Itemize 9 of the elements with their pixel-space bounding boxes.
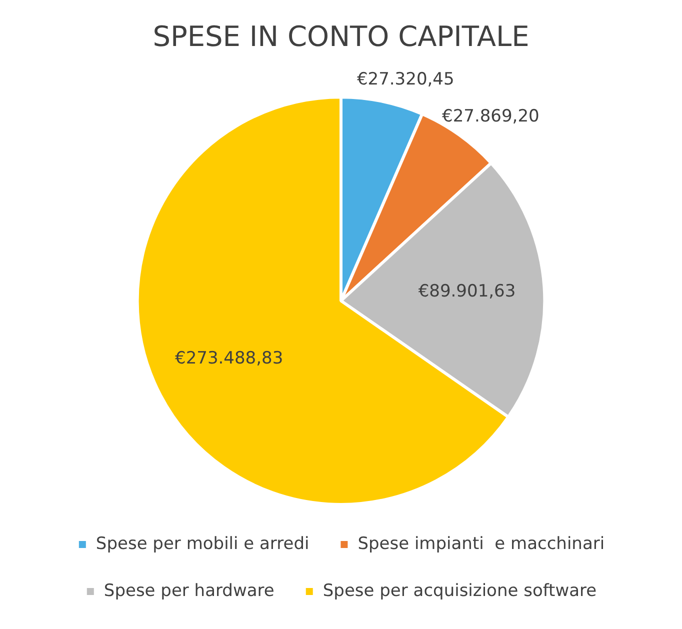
legend-label: Spese per mobili e arredi: [96, 534, 310, 554]
legend-label: Spese per hardware: [104, 580, 274, 601]
data-label: €27.320,45: [356, 69, 454, 90]
chart-title: SPESE IN CONTO CAPITALE: [152, 20, 530, 54]
data-label: €27.869,20: [442, 106, 540, 126]
data-label: €89.901,63: [418, 282, 516, 302]
data-label: €273.488,83: [175, 348, 284, 369]
legend-label: Spese impianti e macchinari: [358, 534, 605, 554]
legend-label: Spese per acquisizione software: [322, 580, 597, 601]
